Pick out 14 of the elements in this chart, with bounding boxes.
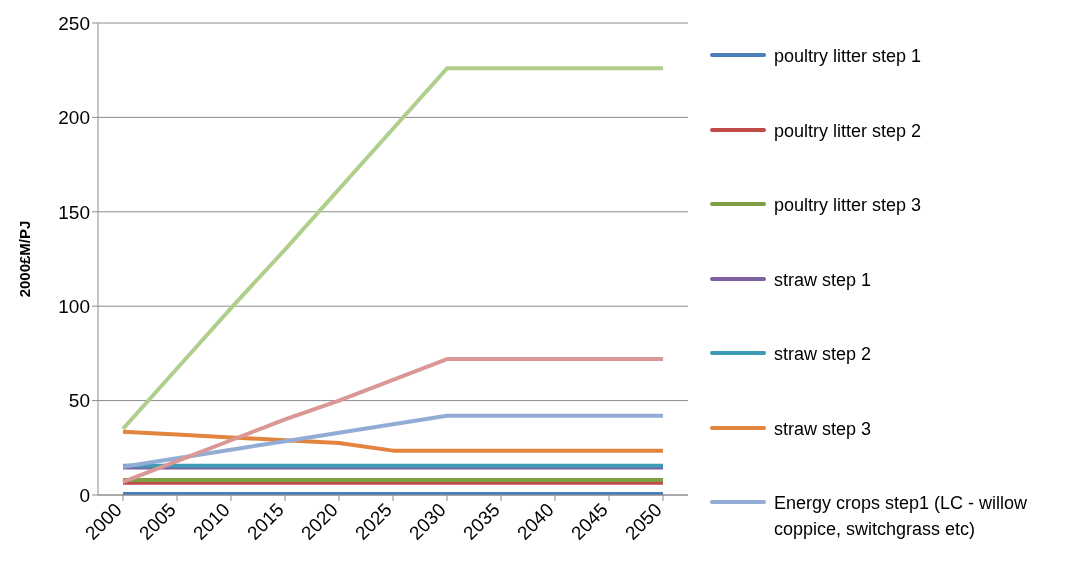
legend-label: straw step 3 [774,417,872,441]
y-axis-title: 2000£M/PJ [16,220,34,298]
legend-label: poultry litter step 3 [774,194,922,217]
y-tick-label: 0 [79,484,90,506]
legend-label: straw step 1 [774,268,872,292]
legend-label: poultry litter step 2 [774,119,922,143]
legend-label: poultry litter step 1 [774,45,922,68]
y-tick-label: 150 [58,201,90,223]
y-tick-label: 50 [68,390,90,412]
y-tick-label: 200 [58,107,90,129]
legend-label: straw step 2 [774,343,872,366]
y-tick-label: 100 [58,295,90,317]
y-tick-label: 250 [58,12,90,34]
legend-label: Energy crops step1 (LC - willow coppice, switchgrass etc) [774,492,1029,541]
